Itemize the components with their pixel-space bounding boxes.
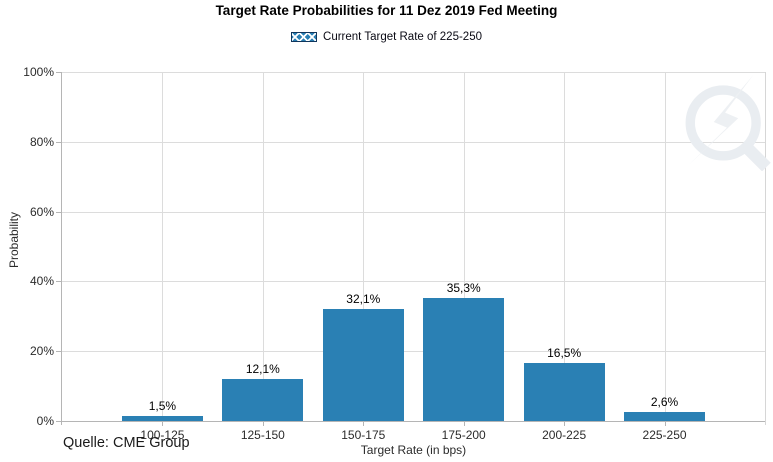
quandl-logo-watermark	[679, 73, 773, 172]
x-gridline	[162, 72, 164, 421]
y-tick-label: 60%	[29, 204, 54, 219]
x-gridline	[363, 72, 365, 421]
chart-title: Target Rate Probabilities for 11 Dez 201…	[215, 3, 558, 18]
y-gridline	[62, 211, 765, 213]
y-tick-label: 100%	[23, 65, 54, 79]
x-axis-tick	[463, 422, 465, 426]
y-gridline	[62, 72, 765, 73]
legend-label: Current Target Rate of 225-250	[323, 31, 482, 43]
bar-225-250[interactable]	[624, 411, 706, 421]
y-gridline	[62, 351, 765, 353]
x-tick-label: 200-225	[542, 428, 587, 442]
y-axis-line	[61, 72, 62, 425]
bar-value-label: 32,1%	[346, 291, 381, 306]
x-gridline	[262, 72, 264, 421]
y-axis-tick	[56, 211, 61, 213]
y-tick-label: 20%	[29, 344, 54, 359]
x-axis-tick	[262, 422, 264, 426]
bar-value-label: 35,3%	[446, 280, 481, 295]
y-tick-label: 80%	[29, 134, 54, 149]
x-tick-label: 150-175	[341, 428, 386, 442]
y-axis-tick	[56, 72, 61, 73]
y-gridline	[62, 281, 765, 283]
bar-100-125[interactable]	[121, 415, 203, 421]
x-axis-tick	[564, 422, 566, 426]
y-axis-tick	[56, 421, 61, 422]
y-axis-title: Probability	[7, 211, 21, 269]
bar-200-225[interactable]	[523, 363, 605, 421]
x-tick-label: 175-200	[441, 428, 486, 442]
x-tick-label: 125-150	[240, 428, 285, 442]
y-tick-label: 40%	[29, 274, 54, 289]
y-axis-tick	[56, 351, 61, 353]
source-note: Quelle: CME Group	[63, 435, 190, 451]
bar-150-175[interactable]	[322, 308, 404, 421]
x-axis-tick	[664, 422, 666, 426]
y-gridline	[62, 141, 765, 143]
x-tick-label: 225-250	[642, 428, 687, 442]
x-gridline	[564, 72, 566, 421]
q-lightning-icon	[685, 75, 771, 172]
x-gridline	[664, 72, 666, 421]
bar-value-label: 16,5%	[547, 346, 582, 361]
bar-value-label: 2,6%	[650, 394, 679, 409]
legend[interactable]: Current Target Rate of 225-250	[0, 29, 773, 45]
x-gridline	[463, 72, 465, 421]
bar-175-200[interactable]	[423, 297, 505, 421]
legend-swatch-icon	[291, 32, 318, 42]
x-axis-tick	[162, 422, 164, 426]
y-tick-label: 0%	[36, 414, 54, 428]
bar-value-label: 12,1%	[245, 361, 280, 376]
plot-area: 0% 20% 40% 60% 80% 100% 1,5% 100-125 12,1% 125-15…	[23, 65, 771, 442]
bar-125-150[interactable]	[222, 378, 304, 421]
y-axis-tick	[56, 281, 61, 283]
x-tick-label: 100-125	[140, 428, 185, 442]
bar-value-label: 1,5%	[148, 398, 177, 413]
x-axis-tick	[363, 422, 365, 426]
plot-right-border	[765, 72, 766, 425]
x-axis-line	[61, 421, 766, 422]
y-axis-tick	[56, 141, 61, 143]
x-axis-title: Target Rate (in bps)	[360, 443, 467, 457]
